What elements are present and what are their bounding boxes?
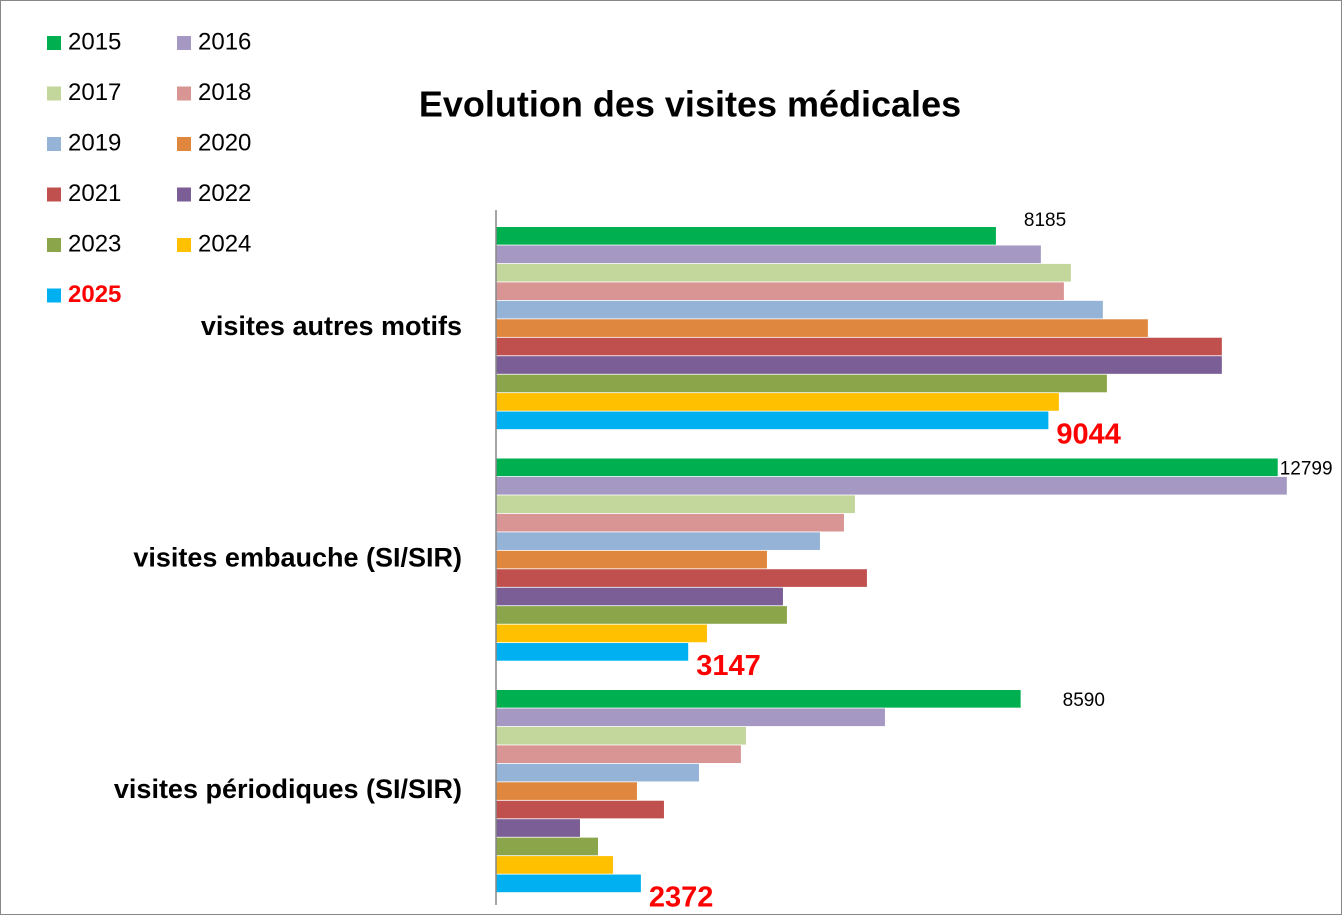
bar [496, 874, 641, 893]
legend-label: 2021 [68, 180, 121, 207]
bar [496, 606, 787, 624]
data-label: 9044 [1056, 419, 1121, 451]
bar [496, 856, 613, 874]
legend-swatch [47, 238, 61, 252]
bar [496, 495, 855, 514]
bar [496, 393, 1059, 411]
bar [496, 708, 885, 727]
bar [496, 745, 741, 764]
bar [496, 227, 996, 245]
bar [496, 763, 699, 782]
legend-label: 2018 [198, 79, 251, 106]
bar [496, 532, 820, 550]
bar [496, 587, 783, 606]
legend-label: 2024 [198, 230, 251, 257]
data-label: 8185 [1024, 210, 1066, 231]
bar [496, 245, 1041, 264]
bar [496, 337, 1222, 356]
chart-title: Evolution des visites médicales [419, 84, 961, 125]
bar [496, 300, 1103, 319]
bar [496, 319, 1148, 337]
bar [496, 476, 1287, 495]
bar [496, 374, 1107, 393]
legend-swatch [177, 238, 191, 252]
legend-swatch [47, 187, 61, 202]
legend-label: 2015 [68, 28, 121, 55]
data-label: 12799 [1280, 459, 1333, 480]
category-label: visites autres motifs [201, 311, 462, 341]
bar [496, 263, 1071, 282]
legend-swatch [47, 288, 61, 303]
bar [496, 690, 1021, 708]
legend-label: 2023 [68, 230, 121, 257]
legend-swatch [47, 36, 61, 50]
bar [496, 282, 1064, 301]
legend-label: 2022 [198, 180, 251, 207]
bar [496, 643, 689, 661]
legend-label: 2016 [198, 28, 251, 55]
legend-label: 2019 [68, 129, 121, 156]
bar [496, 624, 707, 643]
bar [496, 569, 867, 587]
bar [496, 782, 637, 800]
legend-swatch [177, 36, 191, 50]
bar [496, 356, 1222, 374]
bar [496, 458, 1278, 477]
legend-swatch [177, 187, 191, 202]
bar [496, 550, 767, 569]
data-label: 2372 [649, 882, 714, 914]
legend-swatch [47, 137, 61, 151]
legend-label: 2025 [68, 281, 121, 308]
legend-swatch [177, 86, 191, 101]
category-label: visites périodiques (SI/SIR) [114, 774, 462, 804]
data-label: 3147 [696, 650, 761, 682]
category-label: visites embauche (SI/SIR) [133, 543, 462, 573]
bar [496, 513, 844, 532]
bar [496, 837, 598, 856]
legend-swatch [177, 137, 191, 151]
bar [496, 800, 664, 819]
bar [496, 726, 746, 745]
legend-label: 2020 [198, 129, 251, 156]
bar [496, 411, 1049, 430]
legend-label: 2017 [68, 79, 121, 106]
data-label: 8590 [1063, 690, 1105, 711]
legend-swatch [47, 86, 61, 101]
bar [496, 819, 580, 837]
